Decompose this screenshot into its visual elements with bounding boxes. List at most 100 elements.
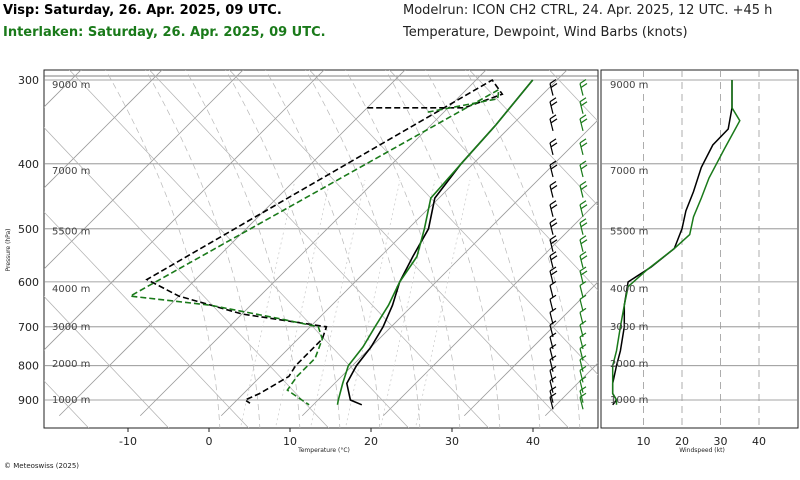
wind-barb-icon: [549, 280, 557, 298]
dry-adiabat-line: [148, 70, 490, 428]
copyright-credit: © Meteoswiss (2025): [4, 462, 80, 470]
skewt-panel: [44, 60, 800, 440]
wind-barb-icon: [549, 251, 558, 268]
dry-adiabat-line: [44, 211, 250, 428]
y-axis-label: Pressure (hPa): [5, 228, 12, 271]
x-tick-label: 30: [445, 435, 459, 448]
wind-height-label: 3000 m: [610, 322, 648, 333]
wind-barb-icon: [579, 280, 587, 298]
visp-temperature-line: [345, 79, 534, 406]
wind-barb-icon: [579, 307, 587, 325]
y-tick-label: 600: [18, 276, 39, 289]
y-tick-label: 300: [18, 74, 39, 87]
wind-barb-icon: [549, 365, 557, 383]
dry-adiabat-line: [308, 70, 598, 376]
moist-adiabat-line: [465, 70, 581, 428]
wind-barb-icon: [579, 376, 587, 393]
height-label: 1000 m: [52, 395, 90, 406]
wind-height-label: 4000 m: [610, 284, 648, 295]
wind-height-label: 9000 m: [610, 80, 648, 91]
wind-height-label: 2000 m: [610, 359, 648, 370]
visp-windspeed-line: [611, 80, 733, 406]
interlaken-dewpoint-line: [127, 88, 500, 406]
isotherm-line: [463, 281, 598, 417]
wind-barb-icon: [579, 160, 588, 178]
dry-adiabat-line: [44, 127, 330, 428]
y-tick-label: 800: [18, 360, 39, 373]
isotherm-line: [382, 200, 598, 417]
y-tick-label: 700: [18, 321, 39, 334]
wind-barb-icon: [549, 160, 558, 178]
isotherm-line: [139, 70, 487, 417]
isotherm-line: [44, 70, 325, 351]
dry-adiabat-line: [68, 70, 410, 428]
moist-adiabat-line: [385, 70, 501, 428]
wind-barb-icon: [549, 138, 558, 156]
dry-adiabat-line: [388, 70, 598, 291]
dry-adiabat-line: [620, 60, 800, 440]
wind-barb-icon: [549, 97, 558, 114]
location-title-interlaken: Interlaken: Saturday, 26. Apr. 2025, 09 …: [3, 25, 326, 40]
wind-barb-icon: [579, 114, 588, 132]
wind-barb-icon: [579, 79, 588, 96]
wind-barb-icon: [549, 376, 557, 393]
moist-adiabat-line: [225, 70, 341, 428]
wind-barb-icon: [579, 392, 587, 410]
wind-barb-icon: [549, 392, 557, 410]
mixing-ratio-line: [310, 179, 366, 428]
isotherm-line: [626, 60, 800, 416]
y-tick-label: 500: [18, 223, 39, 236]
x-tick-label: 40: [526, 435, 540, 448]
dry-adiabat-line: [780, 60, 800, 440]
wind-barb-icon: [579, 355, 587, 372]
isotherm-line: [220, 70, 568, 417]
mixing-ratio-line: [275, 179, 331, 428]
wind-barb-icon: [579, 138, 588, 156]
isotherm-line: [44, 70, 244, 270]
wind-height-label: 5500 m: [610, 227, 648, 238]
dry-adiabat-line: [468, 70, 598, 207]
x-tick-label: -10: [119, 435, 137, 448]
moist-adiabat-line: [185, 70, 301, 428]
x-tick-label: 0: [206, 435, 213, 448]
y-tick-label: 900: [18, 394, 39, 407]
isotherm-line: [44, 70, 163, 189]
skewt-frame: [43, 69, 599, 429]
height-label: 2000 m: [52, 359, 90, 370]
wind-barb-icon: [549, 294, 557, 312]
visp-dewpoint-line: [145, 78, 504, 404]
y-tick-label: 400: [18, 158, 39, 171]
wind-x-tick-label: 10: [637, 435, 651, 448]
wind-height-label: 1000 m: [610, 395, 648, 406]
wind-barb-icon: [549, 79, 558, 96]
wind-x-tick-label: 30: [714, 435, 728, 448]
wind-barb-icon: [579, 294, 587, 312]
x-tick-label: 10: [283, 435, 297, 448]
wind-barb-icon: [579, 181, 588, 198]
interlaken-windspeed-line: [611, 80, 741, 405]
wind-barb-icon: [579, 266, 588, 284]
mixing-ratio-line: [415, 179, 471, 428]
moist-adiabat-line: [345, 70, 461, 428]
height-label: 4000 m: [52, 284, 90, 295]
wind-barb-icon: [549, 218, 558, 235]
height-label: 7000 m: [52, 166, 90, 177]
isotherm-line: [58, 70, 406, 417]
isotherm-line: [707, 60, 800, 416]
wind-barb-icon: [549, 181, 558, 198]
wind-barb-icon: [549, 355, 557, 372]
moist-adiabat-line: [145, 70, 261, 428]
model-run-label: Modelrun: ICON CH2 CTRL, 24. Apr. 2025, …: [403, 3, 773, 18]
height-label: 3000 m: [52, 322, 90, 333]
dry-adiabat-line: [44, 295, 170, 428]
height-label: 9000 m: [52, 80, 90, 91]
moist-adiabat-line: [425, 70, 541, 428]
wind-barb-icon: [579, 365, 587, 383]
wind-barb-icon: [549, 114, 558, 132]
wind-barb-icon: [579, 218, 588, 235]
dry-adiabat-line: [548, 70, 598, 122]
height-label: 5500 m: [52, 227, 90, 238]
x-axis-label: Temperature (°C): [297, 447, 350, 454]
mixing-ratio-line: [240, 179, 296, 428]
wind-barb-icon: [549, 235, 558, 252]
